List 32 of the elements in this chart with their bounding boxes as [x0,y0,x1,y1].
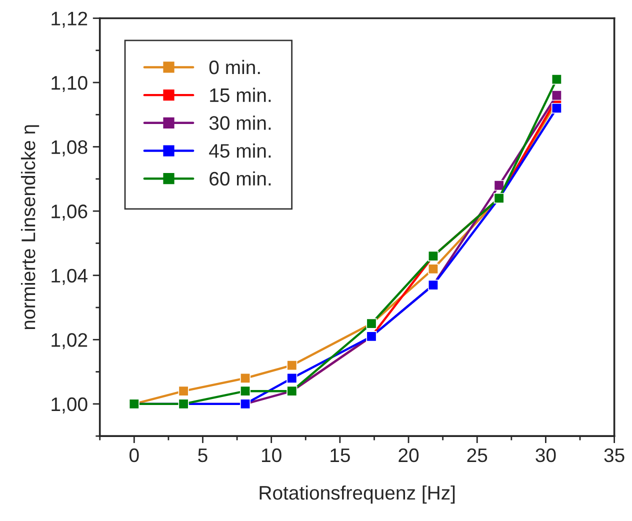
point [551,90,562,101]
legend-label: 60 min. [210,171,271,186]
y-axis-title: normierte Linsendicke η [20,125,40,330]
point [551,102,562,114]
point [494,180,504,191]
point [286,372,298,384]
y-tick-label: 1,04 [52,268,88,285]
x-tick-label: 25 [467,448,488,462]
y-tick-label: 1,06 [52,204,88,221]
x-tick-label: 20 [398,448,419,462]
x-tick-label: 0 [130,448,139,462]
x-tick-label: 10 [262,448,282,462]
legend-label: 15 min. [210,88,271,102]
x-tick-label: 30 [536,448,556,462]
y-tick-label: 1,12 [52,12,88,28]
x-tick-label: 35 [604,448,624,462]
point [178,386,189,396]
y-tick-label: 1,08 [52,140,88,156]
point [240,386,251,396]
y-tick-label: 1,10 [52,76,88,92]
y-tick-label: 1,02 [52,333,88,350]
x-axis-title: Rotationsfrequenz [Hz] [260,485,455,504]
point [286,360,298,371]
point [428,264,438,274]
point [240,372,251,384]
legend-label: 0 min. [209,60,260,74]
legend-label: 45 min. [209,143,271,158]
y-tick-label: 1,00 [52,397,88,414]
x-tick-label: 5 [198,448,208,462]
x-tick-label: 15 [330,448,350,462]
point [551,74,562,85]
legend-label: 30 min. [209,116,271,130]
